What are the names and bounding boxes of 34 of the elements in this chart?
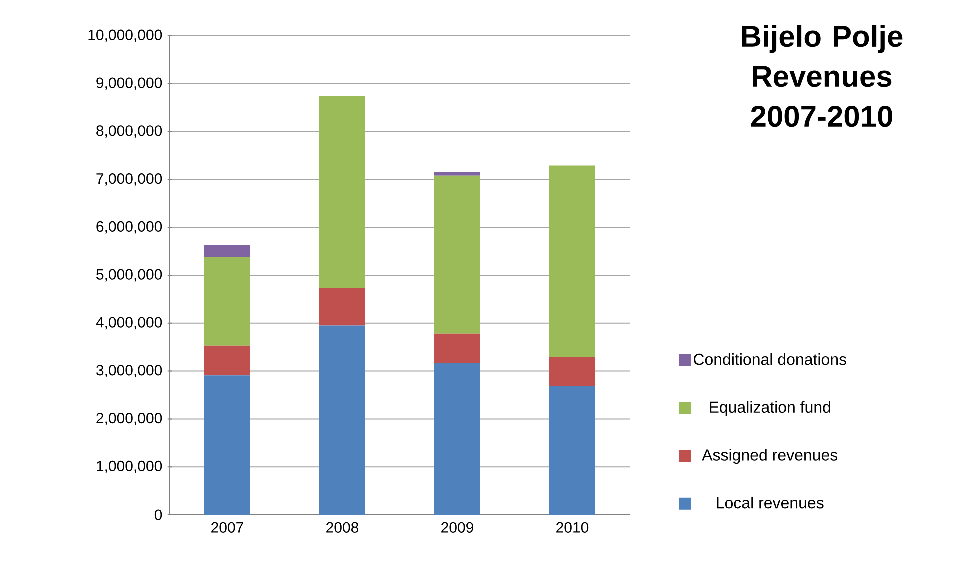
bar bbox=[550, 386, 596, 515]
bar bbox=[434, 172, 481, 176]
y-tick-label: 9,000,000 bbox=[96, 78, 162, 90]
y-tick-label: 1,000,000 bbox=[97, 460, 162, 474]
bar bbox=[550, 357, 596, 386]
x-tick-label: 2010 bbox=[556, 522, 589, 533]
bar bbox=[550, 166, 596, 358]
y-tick-label: 2,000,000 bbox=[96, 413, 162, 426]
y-tick-label: 8,000,000 bbox=[96, 126, 162, 138]
x-tick-label: 2007 bbox=[212, 522, 244, 533]
text: Bijelo Polje Revenues 2007-2010 bbox=[742, 25, 903, 128]
bar bbox=[204, 245, 251, 258]
bar bbox=[320, 326, 366, 515]
bar bbox=[204, 257, 251, 346]
bar bbox=[434, 334, 481, 364]
bar bbox=[320, 96, 366, 288]
y-tick-label: 4,000,000 bbox=[96, 317, 162, 330]
legend-label: Local revenues bbox=[717, 496, 824, 509]
bar bbox=[204, 376, 251, 515]
y-tick-label: 3,000,000 bbox=[96, 365, 162, 378]
bar bbox=[434, 176, 481, 334]
legend-label: Equalization fund bbox=[710, 401, 830, 416]
legend-label: Assigned revenues bbox=[702, 449, 838, 464]
bar bbox=[204, 346, 251, 376]
legend-label: Conditional donations bbox=[694, 353, 846, 366]
x-tick-label: 2009 bbox=[442, 522, 474, 533]
bar bbox=[434, 363, 481, 515]
x-tick-label: 2008 bbox=[326, 522, 359, 533]
y-tick-label: 10,000,000 bbox=[88, 30, 162, 42]
y-tick-label: 6,000,000 bbox=[96, 221, 162, 234]
y-tick-label: 7,000,000 bbox=[96, 174, 162, 186]
y-tick-label: 0 bbox=[154, 510, 162, 520]
bar bbox=[320, 288, 366, 326]
y-tick-label: 5,000,000 bbox=[96, 269, 162, 282]
